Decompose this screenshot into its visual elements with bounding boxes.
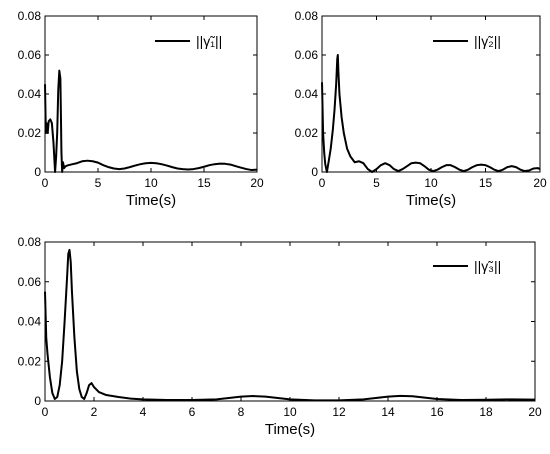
- y-tick-label: 0.08: [18, 9, 42, 23]
- series-line-1: [44, 69, 258, 173]
- x-tick-label: 5: [373, 176, 380, 190]
- x-tick-label: 15: [197, 176, 211, 190]
- y-tick-label: 0.08: [18, 235, 42, 249]
- x-tick-label: 20: [533, 176, 547, 190]
- y-tick-label: 0: [34, 165, 41, 179]
- legend: ||γ̃₃||: [433, 258, 501, 274]
- x-tick-label: 10: [144, 176, 158, 190]
- legend-label: ||γ̃₃||: [474, 258, 501, 274]
- x-tick-label: 0: [319, 176, 326, 190]
- y-tick-label: 0.04: [18, 315, 42, 329]
- x-tick-label: 0: [42, 405, 49, 419]
- x-axis-label: Time(s): [265, 421, 315, 438]
- x-tick-label: 20: [250, 176, 264, 190]
- legend: ||γ̃₁||: [155, 33, 222, 49]
- x-tick-label: 16: [430, 405, 444, 419]
- y-tick-label: 0: [34, 394, 41, 408]
- x-tick-label: 20: [528, 405, 542, 419]
- x-tick-label: 12: [332, 405, 346, 419]
- y-tick-label: 0.08: [295, 9, 319, 23]
- y-tick-label: 0.02: [295, 126, 319, 140]
- x-tick-label: 6: [189, 405, 196, 419]
- x-tick-label: 18: [479, 405, 493, 419]
- legend-label: ||γ̃₂||: [474, 33, 501, 49]
- legend: ||γ̃₂||: [433, 33, 501, 49]
- y-tick-label: 0.04: [18, 87, 42, 101]
- series-line-1: [44, 248, 536, 402]
- x-tick-label: 8: [238, 405, 245, 419]
- series-line-1: [321, 54, 541, 173]
- y-tick-label: 0.06: [295, 48, 319, 62]
- chart-panel-3: 0 2 4 6 8 10 12 14 16 18 20 0 0.02 0.04 0.06 0.08 ||γ̃₃|…: [18, 235, 542, 438]
- plot-area: [321, 15, 541, 173]
- x-axis-label: Time(s): [406, 192, 456, 209]
- chart-panel-2: 0 5 10 15 20 0 0.02 0.04 0.06 0.08 ||γ̃₂|| Time(s): [295, 9, 547, 209]
- x-tick-label: 5: [95, 176, 102, 190]
- x-tick-label: 0: [42, 176, 49, 190]
- y-tick-label: 0.02: [18, 126, 42, 140]
- chart-panel-1: 0 5 10 15 20 0 0.02 0.04 0.06 0.08 ||γ̃₁|| Time(s): [18, 9, 264, 209]
- x-axis-label: Time(s): [126, 192, 176, 209]
- y-tick-label: 0: [311, 165, 318, 179]
- x-tick-label: 10: [283, 405, 297, 419]
- x-tick-label: 14: [381, 405, 395, 419]
- y-tick-label: 0.06: [18, 48, 42, 62]
- plot-area: [44, 15, 258, 173]
- y-tick-label: 0.04: [295, 87, 319, 101]
- x-tick-label: 10: [424, 176, 438, 190]
- y-tick-label: 0.06: [18, 275, 42, 289]
- y-tick-label: 0.02: [18, 354, 42, 368]
- x-tick-label: 2: [91, 405, 98, 419]
- legend-label: ||γ̃₁||: [196, 33, 222, 49]
- x-tick-label: 15: [479, 176, 493, 190]
- x-tick-label: 4: [140, 405, 147, 419]
